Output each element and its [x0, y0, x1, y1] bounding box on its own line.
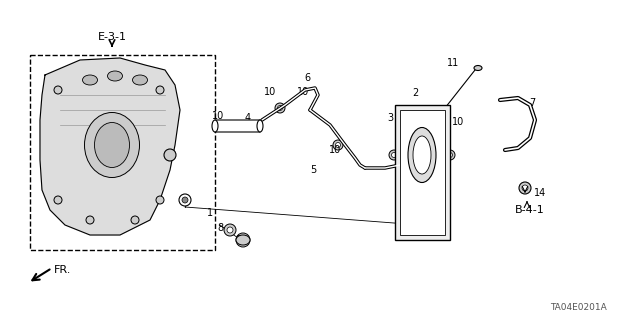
Ellipse shape	[95, 122, 129, 167]
Circle shape	[396, 106, 404, 114]
Circle shape	[248, 121, 258, 131]
Circle shape	[278, 106, 282, 110]
Text: TA04E0201A: TA04E0201A	[550, 303, 606, 313]
Polygon shape	[40, 58, 180, 235]
Circle shape	[182, 197, 188, 203]
Text: 10: 10	[434, 145, 446, 155]
Circle shape	[217, 121, 227, 131]
Text: 2: 2	[412, 88, 418, 98]
Text: 4: 4	[245, 113, 251, 123]
Bar	[395, 105, 450, 240]
Bar	[400, 110, 445, 235]
Ellipse shape	[132, 75, 147, 85]
Circle shape	[54, 196, 62, 204]
Text: 10: 10	[264, 87, 276, 97]
Ellipse shape	[413, 136, 431, 174]
Text: 7: 7	[529, 98, 535, 108]
Circle shape	[224, 224, 236, 236]
Ellipse shape	[108, 71, 122, 81]
Text: 14: 14	[534, 188, 546, 198]
Text: 10: 10	[297, 87, 309, 97]
Polygon shape	[215, 120, 262, 132]
Text: 1: 1	[207, 208, 213, 218]
Circle shape	[425, 215, 435, 225]
Circle shape	[227, 227, 233, 233]
Circle shape	[86, 216, 94, 224]
Circle shape	[519, 182, 531, 194]
Text: 5: 5	[310, 165, 316, 175]
Circle shape	[164, 149, 176, 161]
Circle shape	[250, 123, 255, 129]
Text: B-4-1: B-4-1	[515, 205, 545, 215]
Circle shape	[415, 218, 420, 222]
Circle shape	[392, 152, 397, 158]
Circle shape	[445, 150, 455, 160]
Text: E-3-1: E-3-1	[97, 32, 127, 42]
Bar	[30, 55, 215, 250]
Circle shape	[441, 226, 449, 234]
Circle shape	[335, 143, 340, 147]
Text: 13: 13	[412, 213, 424, 223]
Ellipse shape	[236, 235, 250, 245]
Text: 8: 8	[217, 223, 223, 233]
Circle shape	[54, 86, 62, 94]
Ellipse shape	[83, 75, 97, 85]
Text: 9: 9	[235, 235, 241, 245]
Circle shape	[220, 123, 225, 129]
Text: 11: 11	[447, 58, 459, 68]
Text: 10: 10	[452, 117, 464, 127]
Circle shape	[275, 103, 285, 113]
Text: 6: 6	[304, 73, 310, 83]
Ellipse shape	[474, 65, 482, 70]
Ellipse shape	[212, 120, 218, 132]
Circle shape	[413, 215, 423, 225]
Circle shape	[156, 196, 164, 204]
Circle shape	[156, 86, 164, 94]
Circle shape	[179, 194, 191, 206]
Text: 10: 10	[329, 145, 341, 155]
Circle shape	[447, 152, 452, 158]
Ellipse shape	[84, 113, 140, 177]
Text: 3: 3	[387, 113, 393, 123]
Circle shape	[236, 233, 250, 247]
Circle shape	[131, 216, 139, 224]
Text: FR.: FR.	[54, 265, 72, 275]
Circle shape	[333, 140, 343, 150]
Circle shape	[428, 218, 433, 222]
Ellipse shape	[408, 128, 436, 182]
Text: 12: 12	[429, 213, 441, 223]
Circle shape	[522, 185, 528, 191]
Text: 10: 10	[212, 111, 224, 121]
Ellipse shape	[257, 120, 263, 132]
Circle shape	[389, 150, 399, 160]
Circle shape	[441, 106, 449, 114]
Circle shape	[396, 226, 404, 234]
